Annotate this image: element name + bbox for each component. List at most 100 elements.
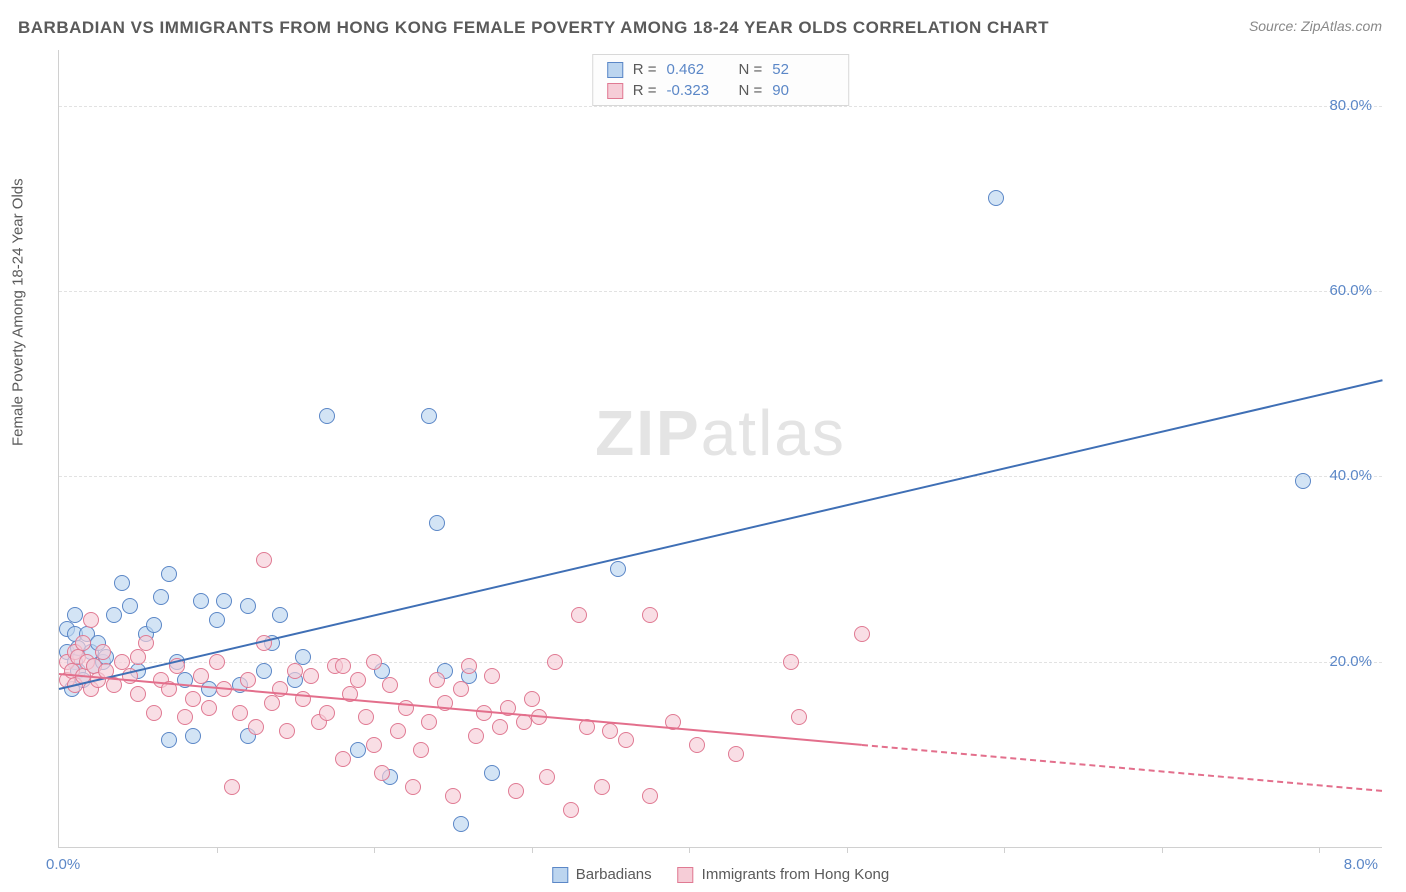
data-point — [1295, 473, 1311, 489]
data-point — [429, 515, 445, 531]
data-point — [854, 626, 870, 642]
data-point — [248, 719, 264, 735]
data-point — [484, 668, 500, 684]
data-point — [185, 728, 201, 744]
data-point — [728, 746, 744, 762]
data-point — [563, 802, 579, 818]
data-point — [193, 668, 209, 684]
data-point — [547, 654, 563, 670]
y-tick-label: 80.0% — [1329, 97, 1372, 114]
data-point — [783, 654, 799, 670]
data-point — [201, 700, 217, 716]
data-point — [279, 723, 295, 739]
legend-label: Immigrants from Hong Kong — [702, 866, 890, 883]
x-tick — [1162, 847, 1163, 853]
data-point — [421, 714, 437, 730]
data-point — [83, 612, 99, 628]
data-point — [445, 788, 461, 804]
watermark: ZIPatlas — [595, 396, 846, 470]
data-point — [161, 566, 177, 582]
x-axis-end-label: 8.0% — [1344, 856, 1378, 873]
h-gridline — [59, 291, 1382, 292]
data-point — [161, 732, 177, 748]
legend-bottom: Barbadians Immigrants from Hong Kong — [552, 866, 889, 883]
data-point — [130, 686, 146, 702]
data-point — [350, 672, 366, 688]
data-point — [484, 765, 500, 781]
data-point — [689, 737, 705, 753]
data-point — [95, 644, 111, 660]
data-point — [508, 783, 524, 799]
data-point — [468, 728, 484, 744]
legend-top-row-2: R = -0.323 N = 90 — [607, 80, 835, 101]
data-point — [358, 709, 374, 725]
data-point — [264, 695, 280, 711]
data-point — [106, 607, 122, 623]
trend-line — [59, 379, 1382, 690]
data-point — [413, 742, 429, 758]
data-point — [335, 751, 351, 767]
data-point — [114, 575, 130, 591]
data-point — [618, 732, 634, 748]
swatch-blue-icon — [607, 62, 623, 78]
legend-top-row-1: R = 0.462 N = 52 — [607, 59, 835, 80]
data-point — [382, 677, 398, 693]
data-point — [350, 742, 366, 758]
data-point — [571, 607, 587, 623]
x-tick — [374, 847, 375, 853]
data-point — [366, 737, 382, 753]
y-tick-label: 20.0% — [1329, 653, 1372, 670]
x-tick — [217, 847, 218, 853]
data-point — [642, 607, 658, 623]
data-point — [988, 190, 1004, 206]
data-point — [216, 593, 232, 609]
plot-area: ZIPatlas R = 0.462 N = 52 R = -0.323 N =… — [58, 50, 1382, 848]
data-point — [492, 719, 508, 735]
legend-top: R = 0.462 N = 52 R = -0.323 N = 90 — [592, 54, 850, 106]
data-point — [232, 705, 248, 721]
data-point — [240, 672, 256, 688]
data-point — [224, 779, 240, 795]
x-tick — [532, 847, 533, 853]
data-point — [429, 672, 445, 688]
data-point — [335, 658, 351, 674]
data-point — [405, 779, 421, 795]
y-tick-label: 40.0% — [1329, 467, 1372, 484]
data-point — [421, 408, 437, 424]
x-tick — [1004, 847, 1005, 853]
data-point — [138, 635, 154, 651]
data-point — [153, 589, 169, 605]
data-point — [461, 658, 477, 674]
data-point — [453, 816, 469, 832]
h-gridline — [59, 476, 1382, 477]
legend-bottom-item-1: Barbadians — [552, 866, 652, 883]
data-point — [256, 552, 272, 568]
data-point — [303, 668, 319, 684]
chart-title: BARBADIAN VS IMMIGRANTS FROM HONG KONG F… — [18, 18, 1049, 38]
data-point — [594, 779, 610, 795]
data-point — [130, 649, 146, 665]
data-point — [791, 709, 807, 725]
data-point — [390, 723, 406, 739]
data-point — [193, 593, 209, 609]
h-gridline — [59, 662, 1382, 663]
data-point — [146, 705, 162, 721]
legend-bottom-item-2: Immigrants from Hong Kong — [678, 866, 890, 883]
x-tick — [1319, 847, 1320, 853]
data-point — [642, 788, 658, 804]
data-point — [177, 709, 193, 725]
data-point — [146, 617, 162, 633]
data-point — [319, 408, 335, 424]
data-point — [287, 663, 303, 679]
data-point — [319, 705, 335, 721]
x-tick — [847, 847, 848, 853]
data-point — [256, 663, 272, 679]
data-point — [602, 723, 618, 739]
data-point — [374, 765, 390, 781]
data-point — [610, 561, 626, 577]
swatch-pink-icon — [678, 867, 694, 883]
correlation-chart: BARBADIAN VS IMMIGRANTS FROM HONG KONG F… — [0, 0, 1406, 892]
data-point — [67, 607, 83, 623]
y-axis-label: Female Poverty Among 18-24 Year Olds — [10, 178, 27, 446]
source-label: Source: ZipAtlas.com — [1249, 18, 1382, 34]
